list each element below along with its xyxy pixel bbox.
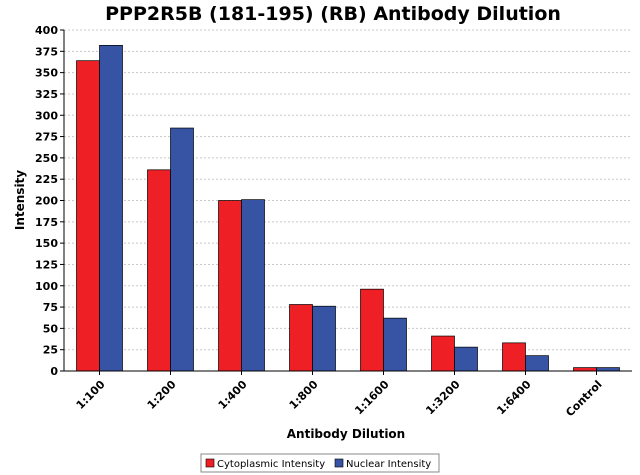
x-tick-label: 1:100 (74, 378, 108, 412)
bar-cytoplasmic (431, 335, 455, 372)
y-tick-label: 100 (35, 280, 58, 293)
bar-nuclear (454, 346, 478, 372)
bar-cytoplasmic (218, 200, 242, 372)
legend-label-cytoplasmic: Cytoplasmic Intensity (217, 459, 325, 470)
y-tick-label: 0 (50, 365, 58, 378)
bar-cytoplasmic (360, 288, 384, 372)
bar-nuclear (312, 305, 336, 372)
y-tick-label: 300 (35, 109, 58, 122)
bar-nuclear (525, 355, 549, 372)
bar-nuclear (170, 127, 194, 372)
legend: Cytoplasmic Intensity Nuclear Intensity (200, 453, 440, 473)
bar-cytoplasmic (573, 367, 597, 372)
y-tick-label: 375 (35, 45, 58, 58)
y-tick-label: 75 (43, 301, 58, 314)
x-axis-label: Antibody Dilution (287, 427, 405, 441)
y-tick-label: 50 (43, 322, 59, 335)
bar-nuclear (383, 317, 407, 372)
legend-swatch-cytoplasmic (205, 458, 215, 468)
y-tick-label: 200 (35, 195, 58, 208)
y-tick-label: 325 (35, 88, 58, 101)
bar-cytoplasmic (147, 169, 171, 372)
bar-cytoplasmic (502, 342, 526, 372)
y-tick-label: 350 (35, 67, 58, 80)
x-tick-label: 1:3200 (423, 378, 463, 418)
bar-nuclear (99, 44, 123, 372)
x-tick-label: 1:6400 (494, 378, 534, 418)
bars (76, 44, 620, 372)
bar-cytoplasmic (76, 60, 100, 372)
x-tick-label: Control (563, 378, 604, 419)
legend-swatch-nuclear (334, 458, 344, 468)
gridlines (64, 29, 632, 351)
x-tick-label: 1:1600 (352, 378, 392, 418)
y-tick-label: 175 (35, 216, 58, 229)
x-ticks: 1:100 1:200 1:400 1:800 1:1600 1:3200 1:6400 Co… (74, 371, 605, 419)
y-tick-label: 150 (35, 237, 58, 250)
y-tick-label: 400 (35, 24, 58, 37)
y-ticks: 0 25 50 75 100 125 150 175 200 225 250 275 300 325 350… (35, 24, 64, 378)
bar-nuclear (596, 367, 620, 372)
bar-nuclear (241, 199, 265, 372)
legend-label-nuclear: Nuclear Intensity (346, 459, 431, 470)
chart-title: PPP2R5B (181-195) (RB) Antibody Dilution (105, 3, 561, 25)
x-tick-label: 1:800 (287, 378, 321, 412)
y-tick-label: 250 (35, 152, 58, 165)
legend-box (200, 453, 440, 473)
y-tick-label: 25 (43, 344, 58, 357)
y-tick-label: 125 (35, 258, 58, 271)
x-tick-label: 1:200 (145, 378, 179, 412)
bar-cytoplasmic (289, 304, 313, 372)
y-tick-label: 275 (35, 131, 58, 144)
x-tick-label: 1:400 (216, 378, 250, 412)
y-tick-label: 225 (35, 173, 58, 186)
y-axis-label: Intensity (13, 170, 27, 230)
